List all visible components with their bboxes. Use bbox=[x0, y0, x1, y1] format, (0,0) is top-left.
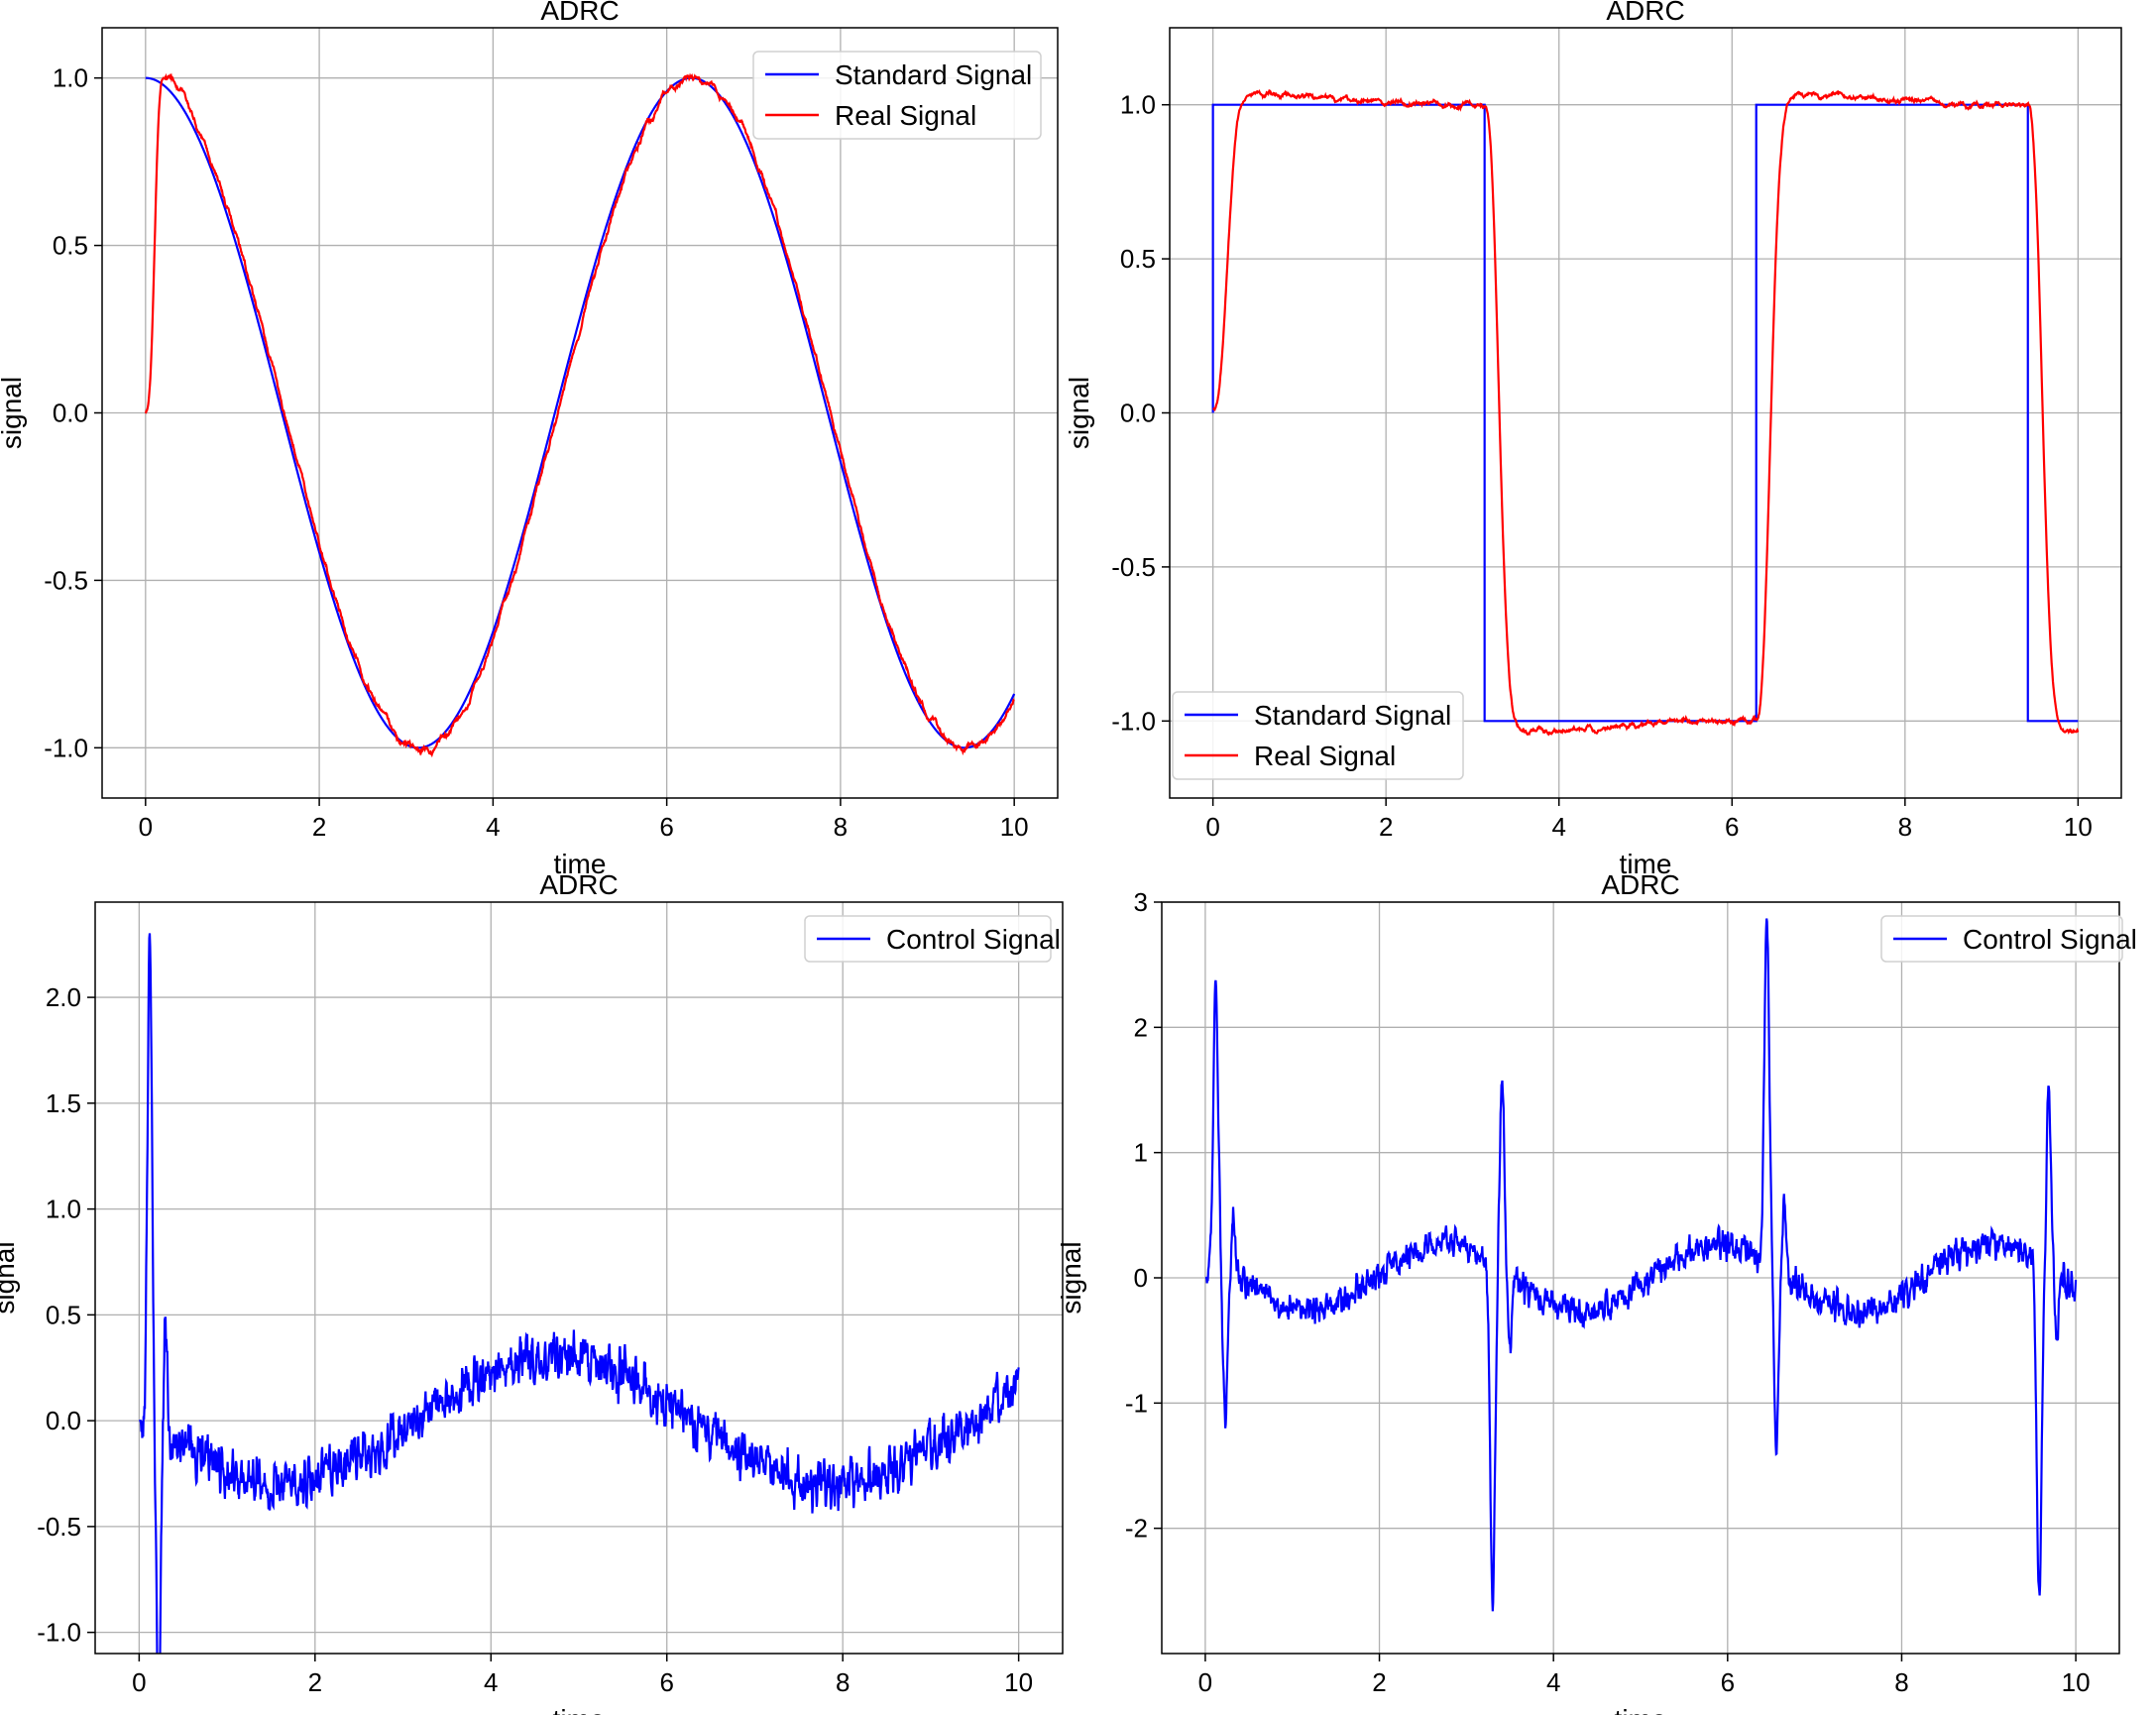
x-tick-label: 10 bbox=[1004, 1667, 1033, 1697]
chart-title: ADRC bbox=[1601, 869, 1679, 900]
x-tick-label: 10 bbox=[2062, 1667, 2091, 1697]
y-tick-label: 0.0 bbox=[53, 399, 88, 428]
y-tick-label: 1.0 bbox=[46, 1195, 81, 1224]
legend: Standard Signal Real Signal bbox=[1172, 691, 1464, 780]
legend-entry: Real Signal bbox=[835, 100, 976, 131]
y-axis-label: signal bbox=[0, 377, 27, 449]
y-tick-label: 0 bbox=[1134, 1263, 1148, 1293]
y-tick-label: 0.5 bbox=[53, 231, 88, 261]
x-tick-label: 4 bbox=[484, 1667, 498, 1697]
y-tick-label: -0.5 bbox=[44, 565, 88, 595]
legend-box bbox=[1172, 691, 1464, 780]
chart-title: ADRC bbox=[540, 0, 619, 26]
x-tick-label: 2 bbox=[1372, 1667, 1386, 1697]
x-tick-label: 4 bbox=[486, 812, 500, 842]
legend-box bbox=[752, 51, 1042, 140]
x-tick-label: 8 bbox=[1894, 1667, 1908, 1697]
legend: Control Signal bbox=[804, 915, 1061, 963]
x-tick-label: 0 bbox=[139, 812, 153, 842]
y-axis-label: signal bbox=[0, 1241, 20, 1314]
x-tick-label: 8 bbox=[1898, 812, 1912, 842]
chart-title: ADRC bbox=[539, 869, 618, 900]
chart-panel-4: 0 2 4 6 8 10 -2 -1 0 1 2 3 ADRC time signal Control Sig… bbox=[1056, 869, 2137, 1715]
x-tick-label: 8 bbox=[834, 812, 848, 842]
x-tick-label: 4 bbox=[1546, 1667, 1560, 1697]
series-line-real-signal bbox=[1212, 88, 2080, 737]
legend-entry: Standard Signal bbox=[835, 59, 1032, 90]
y-axis-label: signal bbox=[1064, 377, 1094, 449]
x-tick-label: 2 bbox=[1379, 812, 1393, 842]
x-tick-label: 10 bbox=[2064, 812, 2093, 842]
y-tick-label: 1.0 bbox=[53, 63, 88, 93]
y-axis-label: signal bbox=[1056, 1241, 1086, 1314]
chart-panel-3: 0 2 4 6 8 10 -1.0 -0.5 0.0 0.5 1.0 1.5 2.0 ADRC time si… bbox=[0, 869, 1064, 1715]
x-tick-label: 10 bbox=[1000, 812, 1029, 842]
series-line-standard-signal bbox=[145, 76, 1016, 749]
x-axis-label: time bbox=[553, 1704, 606, 1715]
series-line-standard-signal bbox=[1211, 103, 2079, 723]
y-tick-label: -1 bbox=[1125, 1388, 1148, 1418]
chart-title: ADRC bbox=[1606, 0, 1684, 26]
x-axis-label: time bbox=[554, 849, 607, 879]
y-tick-label: -1.0 bbox=[44, 733, 88, 762]
y-tick-label: -0.5 bbox=[1111, 552, 1156, 582]
x-tick-label: 8 bbox=[836, 1667, 850, 1697]
x-tick-label: 0 bbox=[1198, 1667, 1212, 1697]
y-tick-label: -1.0 bbox=[1111, 706, 1156, 736]
x-tick-label: 2 bbox=[312, 812, 326, 842]
x-tick-label: 6 bbox=[659, 812, 673, 842]
y-tick-label: 2 bbox=[1134, 1012, 1148, 1042]
y-tick-label: -0.5 bbox=[37, 1512, 81, 1542]
x-tick-label: 4 bbox=[1551, 812, 1565, 842]
legend: Control Signal bbox=[1880, 915, 2137, 963]
legend-box bbox=[1880, 915, 2123, 963]
y-tick-label: 3 bbox=[1134, 887, 1148, 917]
y-tick-label: 1.0 bbox=[1120, 90, 1156, 120]
x-tick-label: 6 bbox=[659, 1667, 673, 1697]
legend: Standard Signal Real Signal bbox=[752, 51, 1042, 140]
legend-box bbox=[804, 915, 1052, 963]
legend-entry: Control Signal bbox=[886, 924, 1061, 955]
y-tick-label: 0.5 bbox=[46, 1300, 81, 1329]
x-tick-label: 6 bbox=[1725, 812, 1739, 842]
y-tick-label: 0.5 bbox=[1120, 244, 1156, 274]
legend-entry: Standard Signal bbox=[1254, 700, 1451, 731]
x-tick-label: 6 bbox=[1721, 1667, 1735, 1697]
legend-entry: Real Signal bbox=[1254, 741, 1396, 771]
series-line-control-signal bbox=[139, 933, 1020, 1654]
x-tick-label: 2 bbox=[308, 1667, 322, 1697]
chart-panel-2: 0 2 4 6 8 10 -1.0 -0.5 0.0 0.5 1.0 ADRC time signal St… bbox=[1064, 0, 2122, 879]
y-tick-label: -1.0 bbox=[37, 1618, 81, 1648]
y-tick-label: 2.0 bbox=[46, 982, 81, 1012]
x-axis-label: time bbox=[1620, 849, 1672, 879]
x-tick-label: 0 bbox=[1205, 812, 1219, 842]
series-line-control-signal bbox=[1204, 918, 2078, 1612]
x-axis-label: time bbox=[1615, 1704, 1667, 1715]
y-tick-label: 1 bbox=[1134, 1138, 1148, 1168]
axes-frame bbox=[94, 901, 1064, 1655]
chart-panel-1: 0 2 4 6 8 10 -1.0 -0.5 0.0 0.5 1.0 ADRC time signal St… bbox=[0, 0, 1059, 879]
y-tick-label: 0.0 bbox=[46, 1406, 81, 1435]
y-tick-label: -2 bbox=[1125, 1514, 1148, 1544]
series-line-real-signal bbox=[144, 72, 1015, 758]
legend-entry: Control Signal bbox=[1963, 924, 2137, 955]
y-tick-label: 1.5 bbox=[46, 1088, 81, 1118]
y-tick-label: 0.0 bbox=[1120, 399, 1156, 428]
x-tick-label: 0 bbox=[132, 1667, 146, 1697]
